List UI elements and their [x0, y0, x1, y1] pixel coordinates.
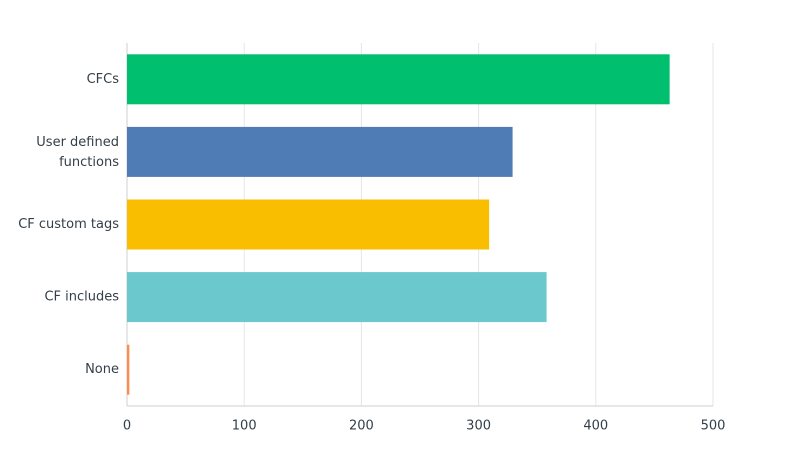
y-tick-label: CFCs [87, 72, 120, 87]
y-tick-label: CF includes [44, 290, 119, 305]
bar [127, 344, 130, 395]
x-tick-label: 500 [701, 419, 726, 434]
x-tick-label: 200 [349, 419, 374, 434]
x-tick-label: 100 [232, 419, 257, 434]
bar [127, 54, 670, 105]
x-tick-label: 300 [466, 419, 491, 434]
bar [127, 199, 490, 250]
bar [127, 126, 513, 177]
y-tick-label: CF custom tags [18, 217, 119, 232]
x-tick-label: 0 [123, 419, 131, 434]
y-tick-label: None [85, 362, 119, 377]
x-tick-label: 400 [583, 419, 608, 434]
bar [127, 272, 547, 323]
y-tick-label: User defined functions [36, 134, 119, 169]
